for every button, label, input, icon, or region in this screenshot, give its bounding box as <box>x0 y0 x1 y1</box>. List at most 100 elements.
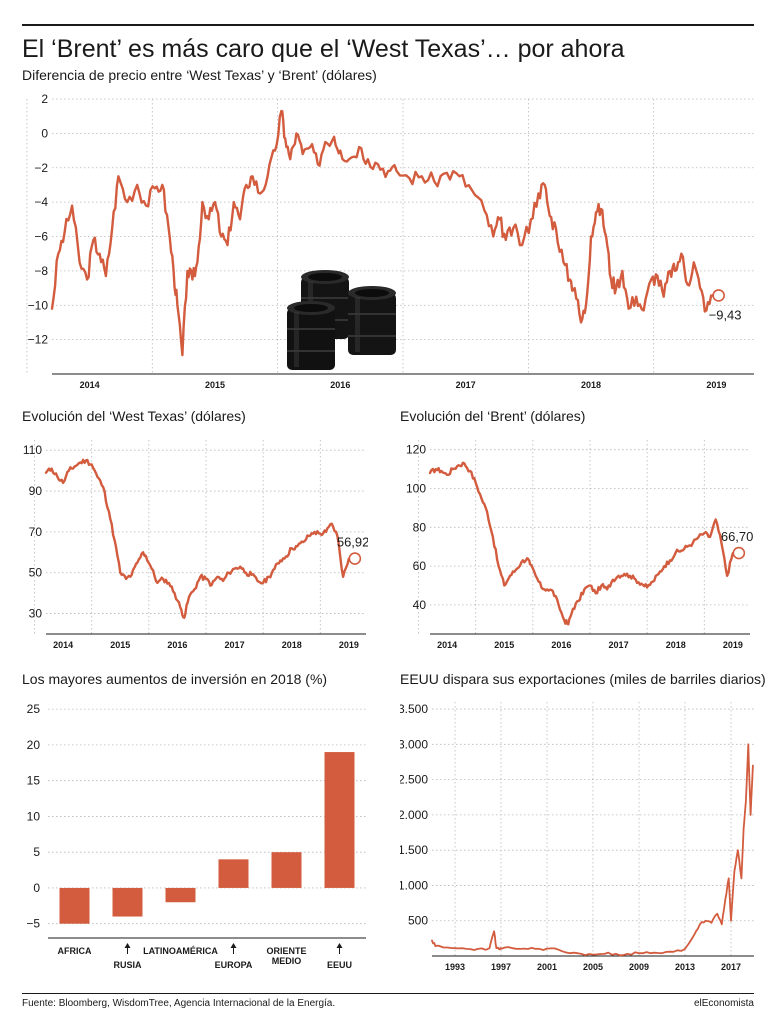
brent-xtick-label: 2018 <box>666 640 686 650</box>
brent-ytick-label: 80 <box>413 520 427 534</box>
brent-xtick-label: 2014 <box>437 640 457 650</box>
brent-grid <box>418 440 750 635</box>
brent-series-line <box>428 461 735 626</box>
investment-grid <box>48 708 366 939</box>
wti-series-line <box>44 458 351 619</box>
wti-xtick-label: 2019 <box>339 640 359 650</box>
spread-ytick-label: 2 <box>41 92 48 106</box>
brent-end-marker <box>732 546 746 560</box>
investment-bar <box>112 887 143 917</box>
wti-ytick-label: 90 <box>29 484 43 498</box>
wti-ytick-label: 110 <box>23 443 42 457</box>
exports-xtick-label: 1997 <box>491 962 511 972</box>
spread-xtick-label: 2014 <box>80 380 100 390</box>
brent-xtick-label: 2017 <box>609 640 629 650</box>
exports-chart: 3.500 3.000 2.500 2.000 1.500 1.000 500 1993 19… <box>400 702 754 972</box>
spread-xtick-label: 2015 <box>205 380 225 390</box>
wti-end-label: 56,92 <box>337 535 368 550</box>
investment-bars <box>59 752 355 924</box>
brent-xtick-label: 2016 <box>551 640 571 650</box>
exports-yticks: 3.500 3.000 2.500 2.000 1.500 1.000 500 <box>400 702 428 928</box>
spread-ytick-label: 0 <box>41 126 48 140</box>
exports-ytick-label: 500 <box>408 914 428 928</box>
wti-ytick-label: 50 <box>29 566 43 580</box>
spread-yticks: 2 0 −2 −4 −6 −8 −10 −12 <box>28 92 49 347</box>
wti-xtick-label: 2018 <box>282 640 302 650</box>
spread-series-line <box>50 109 714 357</box>
exports-grid <box>432 702 754 957</box>
spread-ytick-label: −4 <box>34 195 48 209</box>
spread-xtick-label: 2018 <box>581 380 601 390</box>
brent-end-label: 66,70 <box>721 529 754 544</box>
spread-xtick-label: 2017 <box>456 380 476 390</box>
investment-category-label: MEDIO <box>272 956 302 966</box>
spread-ytick-label: −8 <box>34 264 48 278</box>
wti-yticks: 110 90 70 50 30 <box>23 443 42 620</box>
investment-bar <box>324 752 355 888</box>
investment-ytick-label: −5 <box>26 917 40 931</box>
investment-bar <box>218 859 249 888</box>
exports-ytick-label: 2.500 <box>400 773 428 787</box>
exports-ytick-label: 3.000 <box>400 737 428 751</box>
investment-yticks: 25 20 15 10 5 0 −5 <box>26 702 40 931</box>
investment-category-label: EUROPA <box>215 960 253 970</box>
brent-ytick-label: 100 <box>406 482 426 496</box>
exports-xtick-label: 2005 <box>583 962 603 972</box>
investment-category-label: ORIENTE <box>266 946 306 956</box>
bottom-rule <box>22 993 754 994</box>
wti-xtick-label: 2014 <box>53 640 73 650</box>
wti-xtick-label: 2016 <box>167 640 187 650</box>
spread-ytick-label: −2 <box>34 161 48 175</box>
investment-arrow-icon <box>124 943 131 948</box>
investment-arrow-icon <box>230 943 237 948</box>
brent-chart: 120 100 80 60 40 2014 2015 2016 2017 2018 2019 66… <box>406 440 754 650</box>
brent-xtick-label: 2015 <box>494 640 514 650</box>
exports-xticks: 1993 1997 2001 2005 2009 2013 2017 <box>445 962 741 972</box>
investment-category-label: AFRICA <box>58 946 92 956</box>
brent-title: Evolución del ‘Brent’ (dólares) <box>400 408 586 424</box>
spread-end-label: −9,43 <box>709 307 742 322</box>
investment-bar <box>59 887 90 924</box>
spread-end-marker <box>712 289 725 302</box>
brand-logo: elEconomista <box>693 998 754 1009</box>
investment-ytick-label: 10 <box>27 809 41 823</box>
brent-ytick-label: 60 <box>413 559 427 573</box>
spread-chart: 20−2−4−6−8−10−12 2014 2015 2016 2017 2018 201… <box>26 92 754 390</box>
investment-ytick-label: 15 <box>27 774 41 788</box>
investment-ytick-label: 5 <box>33 845 40 859</box>
wti-xtick-label: 2015 <box>110 640 130 650</box>
exports-xtick-label: 2017 <box>721 962 741 972</box>
wti-grid <box>34 440 366 635</box>
exports-ytick-label: 1.500 <box>400 843 428 857</box>
exports-ytick-label: 1.000 <box>400 878 428 892</box>
exports-ytick-label: 3.500 <box>400 702 428 716</box>
wti-ytick-label: 70 <box>29 525 43 539</box>
investment-ytick-label: 25 <box>27 702 41 716</box>
exports-title: EEUU dispara sus exportaciones (miles de… <box>400 671 766 687</box>
page-subtitle: Diferencia de precio entre ‘West Texas’ … <box>22 67 377 83</box>
exports-xtick-label: 2001 <box>537 962 557 972</box>
spread-xticks: 2014 2015 2016 2017 2018 2019 <box>80 380 727 390</box>
investment-category-label: RUSIA <box>113 960 142 970</box>
spread-ytick-label: −10 <box>28 298 49 312</box>
top-rule <box>22 24 754 26</box>
exports-series-line <box>431 743 754 957</box>
wti-end-marker <box>348 552 362 565</box>
investment-arrow-icon <box>336 943 343 948</box>
exports-ytick-label: 2.000 <box>400 808 428 822</box>
exports-xtick-label: 1993 <box>445 962 465 972</box>
investment-category-label: LATINOAMÉRICA <box>143 946 218 956</box>
exports-xtick-label: 2013 <box>675 962 695 972</box>
oil-barrel-icon-front <box>287 301 335 370</box>
investment-bar <box>165 887 196 903</box>
page-title: El ‘Brent’ es más caro que el ‘West Texa… <box>22 35 625 63</box>
brent-xticks: 2014 2015 2016 2017 2018 2019 <box>437 640 743 650</box>
spread-ytick-label: −12 <box>28 333 49 347</box>
oil-barrel-icon-right <box>348 286 396 355</box>
investment-ytick-label: 0 <box>33 881 40 895</box>
brent-xtick-label: 2019 <box>723 640 743 650</box>
wti-title: Evolución del ‘West Texas’ (dólares) <box>22 408 246 424</box>
investment-ytick-label: 20 <box>27 738 41 752</box>
brent-ytick-label: 120 <box>406 443 426 457</box>
